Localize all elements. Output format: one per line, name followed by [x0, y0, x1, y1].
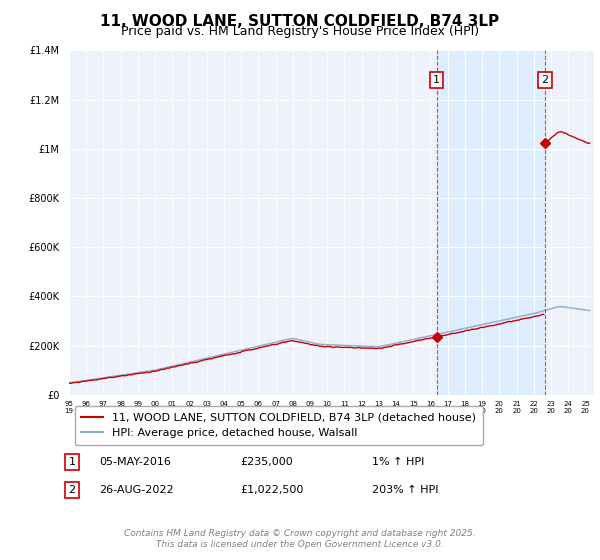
- Text: 1: 1: [433, 75, 440, 85]
- Text: 2: 2: [68, 485, 76, 495]
- Text: 05-MAY-2016: 05-MAY-2016: [99, 457, 171, 467]
- Text: 2: 2: [541, 75, 548, 85]
- Text: Price paid vs. HM Land Registry's House Price Index (HPI): Price paid vs. HM Land Registry's House …: [121, 25, 479, 38]
- Text: 203% ↑ HPI: 203% ↑ HPI: [372, 485, 439, 495]
- Text: 11, WOOD LANE, SUTTON COLDFIELD, B74 3LP: 11, WOOD LANE, SUTTON COLDFIELD, B74 3LP: [100, 14, 500, 29]
- Text: £1,022,500: £1,022,500: [240, 485, 304, 495]
- Text: Contains HM Land Registry data © Crown copyright and database right 2025.
This d: Contains HM Land Registry data © Crown c…: [124, 529, 476, 549]
- Legend: 11, WOOD LANE, SUTTON COLDFIELD, B74 3LP (detached house), HPI: Average price, d: 11, WOOD LANE, SUTTON COLDFIELD, B74 3LP…: [74, 406, 483, 445]
- Text: £235,000: £235,000: [240, 457, 293, 467]
- Bar: [437, 50, 545, 395]
- Text: 1: 1: [68, 457, 76, 467]
- Text: 1% ↑ HPI: 1% ↑ HPI: [372, 457, 424, 467]
- Text: 26-AUG-2022: 26-AUG-2022: [99, 485, 173, 495]
